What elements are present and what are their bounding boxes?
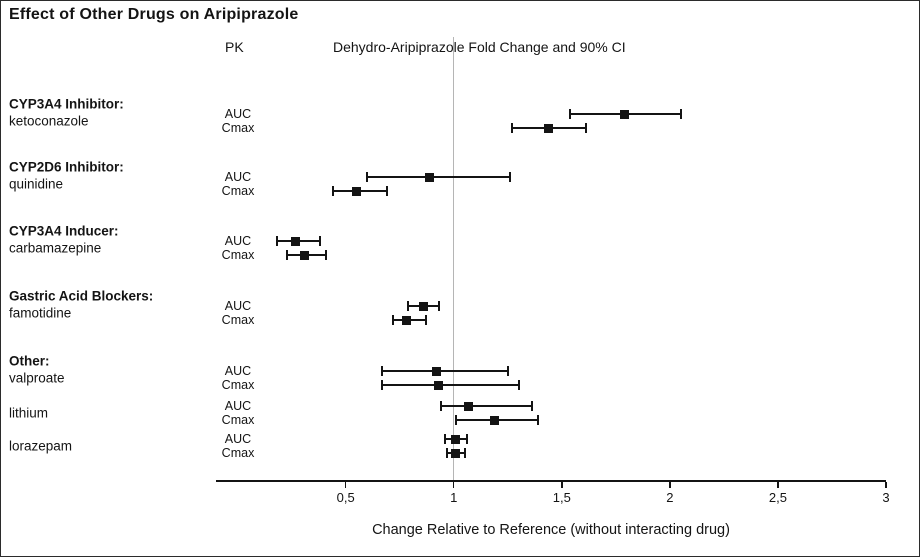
point-marker — [351, 186, 361, 196]
x-axis-tick-label: 1,5 — [552, 490, 571, 505]
x-axis-label: Change Relative to Reference (without in… — [372, 522, 730, 538]
chart-title: Effect of Other Drugs on Aripiprazole — [9, 6, 299, 23]
ci-cap-right — [506, 366, 509, 376]
point-marker — [434, 380, 444, 390]
ci-cap-left — [444, 434, 447, 444]
x-axis-tick-label: 3 — [882, 490, 890, 505]
ci-cap-left — [454, 415, 457, 425]
x-axis-tick-label: 1 — [450, 490, 458, 505]
pk-row-label: AUC — [224, 432, 252, 446]
ci-cap-left — [569, 109, 572, 119]
ci-bar — [382, 384, 519, 386]
pk-row-label: AUC — [224, 107, 252, 121]
pk-row-label: Cmax — [221, 121, 255, 135]
pk-row-label: Cmax — [221, 248, 255, 262]
x-axis-tick-label: 0,5 — [336, 490, 355, 505]
ci-cap-left — [511, 123, 514, 133]
drug-label: lorazepam — [9, 438, 73, 454]
ci-cap-right — [463, 448, 466, 458]
ci-cap-right — [508, 172, 511, 182]
x-axis-tick — [561, 482, 563, 488]
pk-row-label: AUC — [224, 299, 252, 313]
x-axis-tick — [669, 482, 671, 488]
drug-label: ketoconazole — [9, 113, 89, 129]
point-marker — [490, 415, 500, 425]
x-axis-tick — [452, 482, 455, 488]
point-marker — [401, 315, 411, 325]
ci-cap-right — [537, 415, 540, 425]
x-axis-tick — [777, 482, 779, 488]
group-label: Gastric Acid Blockers: — [9, 288, 154, 304]
ci-cap-left — [275, 236, 278, 246]
point-marker — [425, 172, 435, 182]
x-axis-tick-label: 2 — [666, 490, 674, 505]
pk-row-label: AUC — [224, 364, 252, 378]
ci-cap-left — [446, 448, 449, 458]
pk-row-label: AUC — [224, 170, 252, 184]
ci-cap-right — [325, 250, 328, 260]
x-axis-tick — [885, 482, 887, 488]
drug-label: famotidine — [9, 305, 72, 321]
point-marker — [451, 448, 461, 458]
x-axis-line — [216, 480, 886, 482]
pk-row-label: Cmax — [221, 184, 255, 198]
drug-label: lithium — [9, 405, 49, 421]
ci-cap-right — [318, 236, 321, 246]
ci-cap-left — [381, 380, 384, 390]
point-marker — [451, 434, 461, 444]
x-axis-tick — [344, 482, 347, 488]
x-axis-tick-label: 2,5 — [768, 490, 787, 505]
pk-row-label: Cmax — [221, 446, 255, 460]
reference-line — [453, 37, 455, 480]
pk-column-header: PK — [225, 39, 244, 55]
pk-row-label: Cmax — [221, 378, 255, 392]
pk-row-label: Cmax — [221, 413, 255, 427]
ci-cap-right — [679, 109, 682, 119]
drug-label: valproate — [9, 370, 65, 386]
point-marker — [544, 123, 554, 133]
pk-row-label: AUC — [224, 399, 252, 413]
ci-cap-left — [392, 315, 395, 325]
ci-cap-right — [584, 123, 587, 133]
group-label: Other: — [9, 353, 50, 369]
ci-cap-left — [366, 172, 369, 182]
drug-label: carbamazepine — [9, 240, 102, 256]
pk-row-label: AUC — [224, 234, 252, 248]
ci-cap-left — [407, 301, 410, 311]
ci-cap-left — [331, 186, 334, 196]
ci-cap-left — [286, 250, 289, 260]
pk-row-label: Cmax — [221, 313, 255, 327]
point-marker — [291, 236, 301, 246]
ci-column-header: Dehydro-Aripiprazole Fold Change and 90%… — [333, 39, 626, 55]
group-label: CYP2D6 Inhibitor: — [9, 159, 124, 175]
ci-cap-left — [381, 366, 384, 376]
ci-cap-left — [439, 401, 442, 411]
ci-cap-right — [465, 434, 468, 444]
point-marker — [300, 250, 310, 260]
ci-cap-right — [385, 186, 388, 196]
point-marker — [464, 401, 474, 411]
ci-cap-right — [517, 380, 520, 390]
group-label: CYP3A4 Inducer: — [9, 223, 119, 239]
ci-cap-right — [437, 301, 440, 311]
ci-bar — [382, 370, 508, 372]
drug-label: quinidine — [9, 176, 64, 192]
point-marker — [431, 366, 441, 376]
ci-cap-right — [424, 315, 427, 325]
point-marker — [418, 301, 428, 311]
group-label: CYP3A4 Inhibitor: — [9, 96, 124, 112]
ci-bar — [440, 405, 532, 407]
point-marker — [619, 109, 629, 119]
ci-bar — [367, 176, 510, 178]
ci-cap-right — [530, 401, 533, 411]
